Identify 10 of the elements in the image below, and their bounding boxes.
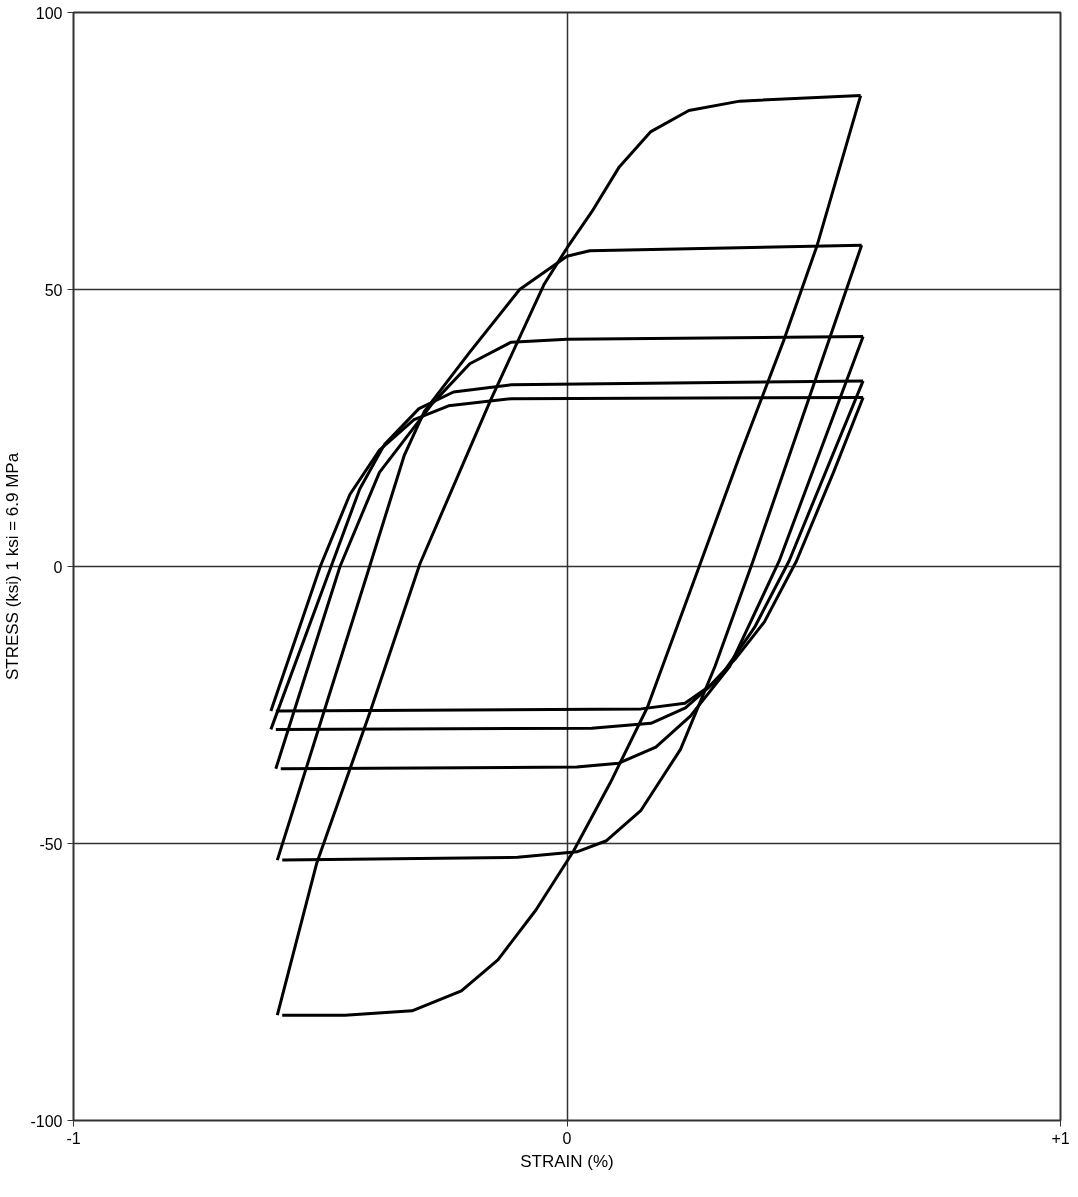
x-tick-label: 0	[562, 1129, 572, 1147]
x-tick-label: -1	[66, 1129, 81, 1147]
y-axis-title: STRESS (ksi) 1 ksi = 6.9 MPa	[3, 452, 23, 681]
y-tick-label: 0	[53, 558, 63, 576]
x-axis-title: STRAIN (%)	[520, 1151, 614, 1171]
y-tick-label: -50	[39, 835, 63, 853]
y-tick-label: 100	[35, 4, 63, 22]
y-tick-label: -100	[30, 1112, 63, 1130]
y-tick-label: 50	[44, 281, 63, 299]
x-tick-label: +1	[1051, 1129, 1070, 1147]
